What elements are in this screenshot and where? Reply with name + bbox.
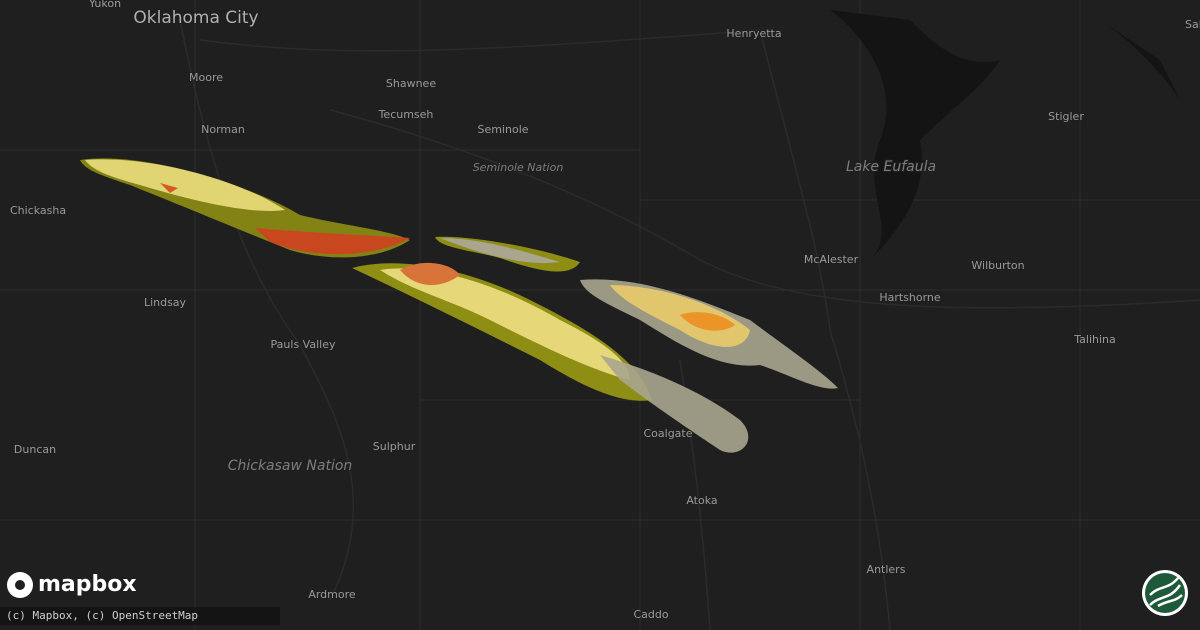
attribution[interactable]: (c) Mapbox, (c) OpenStreetMap xyxy=(6,609,198,622)
lake-eufaula xyxy=(830,10,1180,260)
hail-swath xyxy=(610,285,750,347)
brand-badge xyxy=(1142,570,1188,616)
place-label: Sallis xyxy=(1185,18,1200,31)
badge-circle xyxy=(1145,573,1185,613)
place-label: Sulphur xyxy=(373,440,416,453)
hail-swath xyxy=(680,312,735,331)
place-label: Wilburton xyxy=(971,259,1024,272)
place-label: Caddo xyxy=(633,608,668,621)
place-label: Antlers xyxy=(867,563,906,576)
place-labels: Yukon Oklahoma City Moore Norman Shawnee… xyxy=(9,0,1200,622)
hail-swath xyxy=(380,268,630,380)
place-label: Pauls Valley xyxy=(271,338,336,351)
place-label: Yukon xyxy=(88,0,121,10)
place-label: Duncan xyxy=(14,443,56,456)
hail-swath xyxy=(440,238,560,263)
place-label: Shawnee xyxy=(386,77,436,90)
hail-swath xyxy=(160,183,178,193)
attribution-box xyxy=(0,607,280,625)
badge-icon xyxy=(1149,577,1183,608)
logo-icon xyxy=(15,580,25,590)
roads xyxy=(179,19,1200,630)
place-label: Tecumseh xyxy=(378,108,434,121)
region-label: Lake Eufaula xyxy=(846,159,936,175)
region-label: Seminole Nation xyxy=(473,161,564,174)
hail-swaths xyxy=(80,158,838,453)
hail-swath xyxy=(400,262,460,286)
hail-swath xyxy=(255,228,410,255)
place-label: Oklahoma City xyxy=(133,8,258,28)
place-label: Norman xyxy=(201,123,245,136)
hail-swath xyxy=(600,355,749,453)
place-label: Hartshorne xyxy=(879,291,941,304)
place-label: Seminole xyxy=(477,123,528,136)
mapbox-logo: mapbox xyxy=(7,572,137,598)
place-label: Moore xyxy=(189,71,223,84)
place-label: Lindsay xyxy=(144,296,187,309)
place-label: Coalgate xyxy=(643,427,692,440)
place-label: Talihina xyxy=(1073,333,1116,346)
logo-text: mapbox xyxy=(38,572,137,597)
place-label: Stigler xyxy=(1048,110,1084,123)
place-label: Henryetta xyxy=(726,27,781,40)
place-label: Atoka xyxy=(686,494,717,507)
place-label: Ardmore xyxy=(308,588,356,601)
region-label: Chickasaw Nation xyxy=(228,458,353,474)
hail-swath xyxy=(85,159,285,211)
place-label: McAlester xyxy=(804,253,859,266)
place-label: Chickasha xyxy=(10,204,66,217)
hail-swath xyxy=(352,263,652,401)
